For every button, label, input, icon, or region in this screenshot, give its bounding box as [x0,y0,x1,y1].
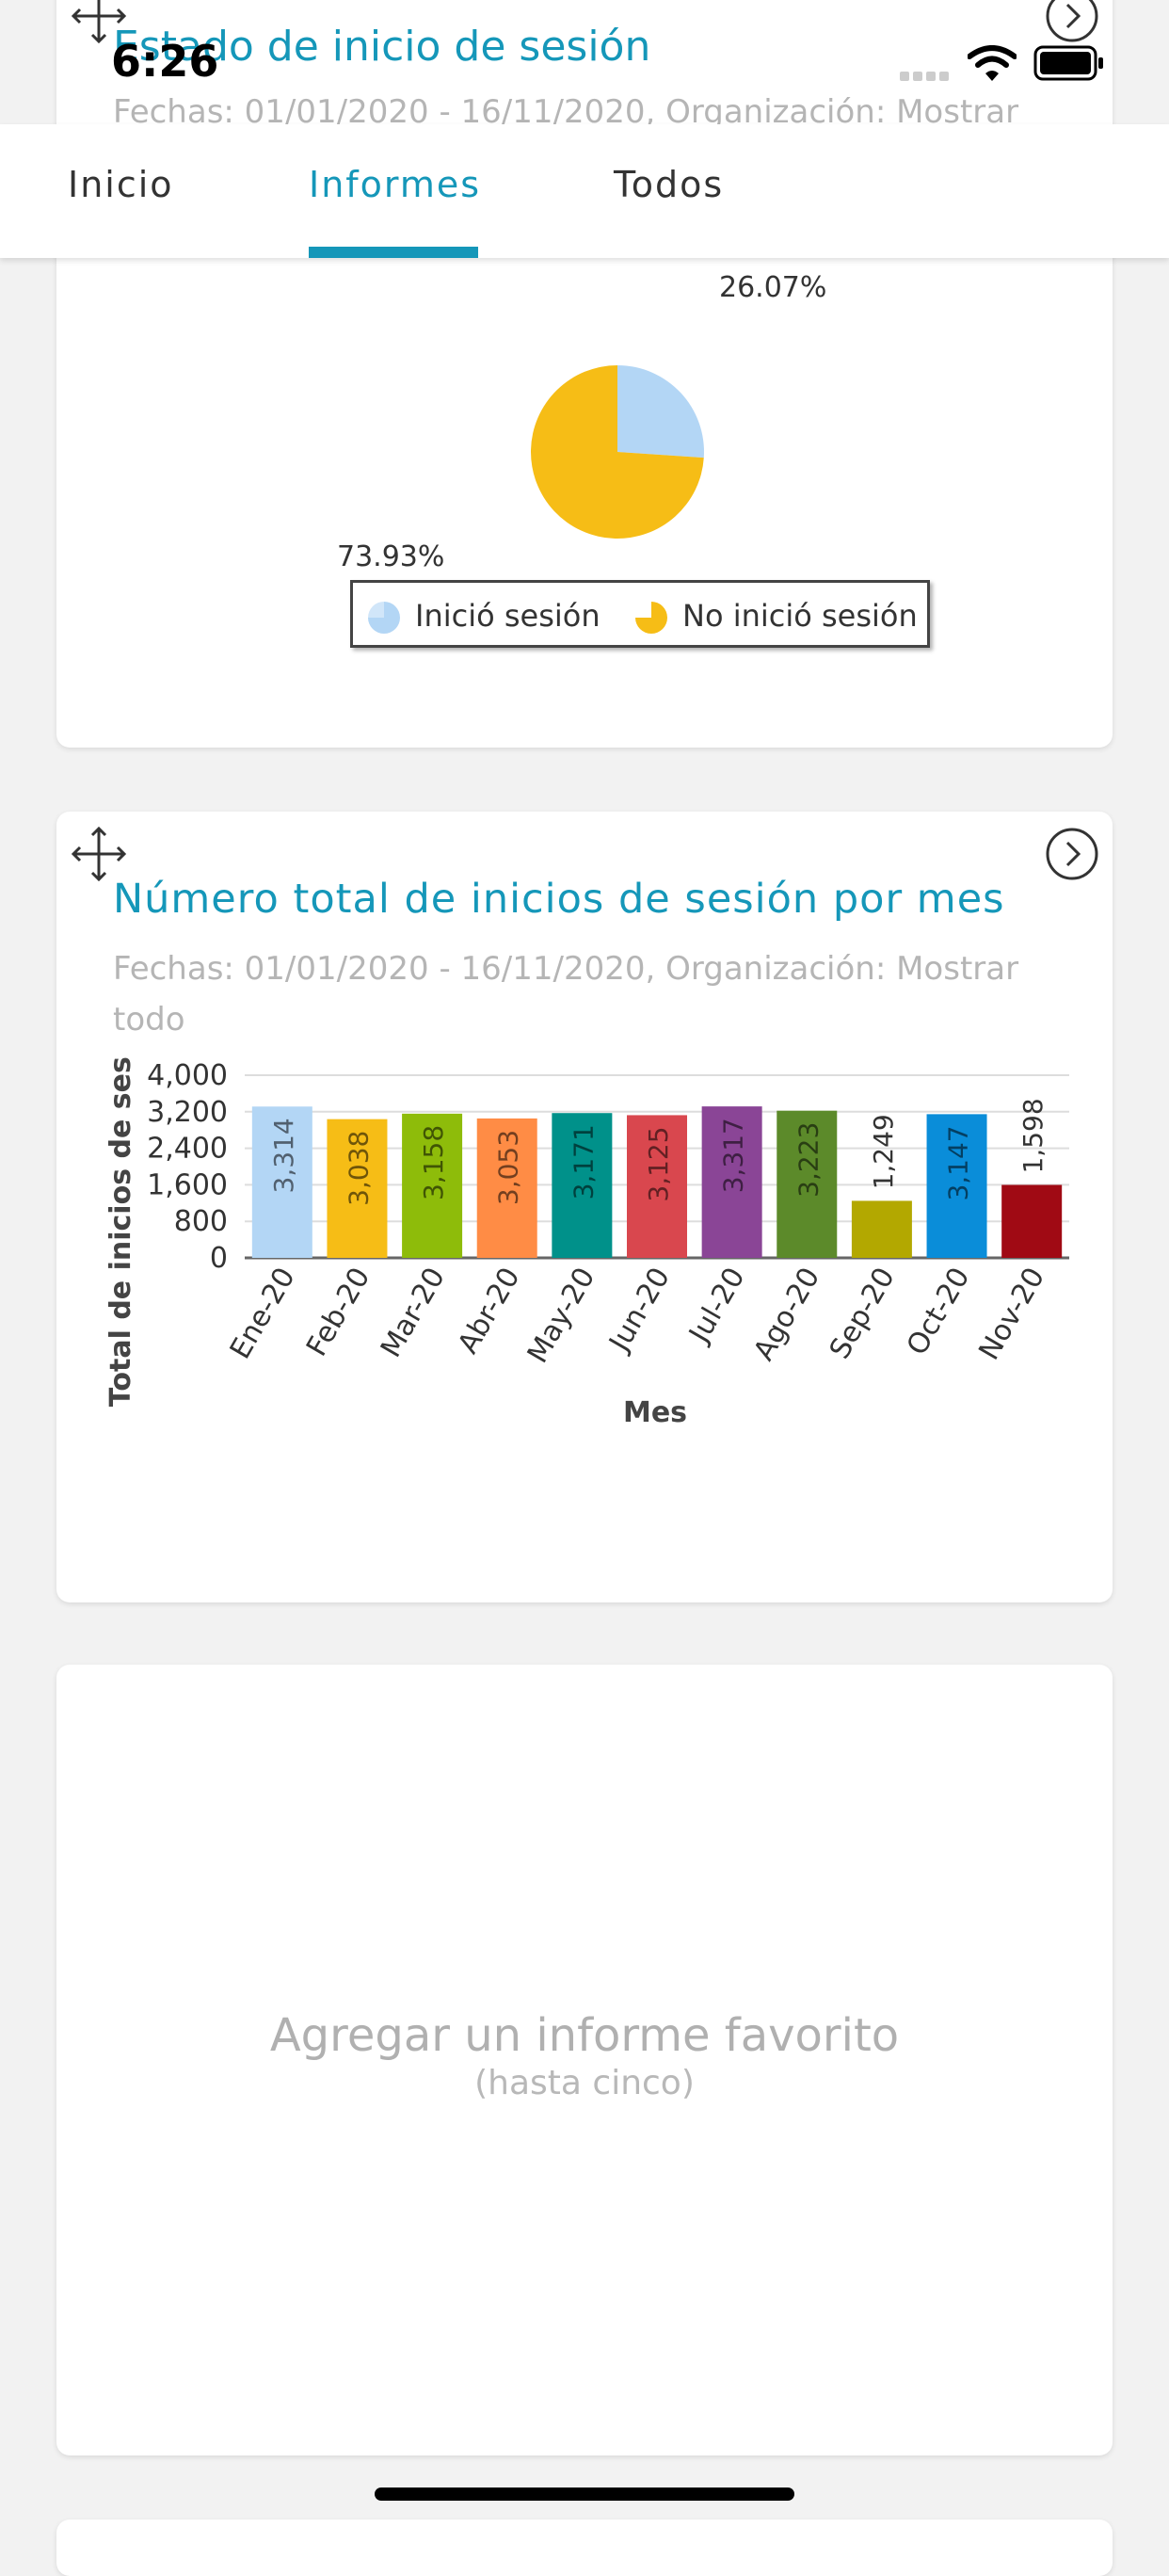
card-subtitle: Fechas: 01/01/2020 - 16/11/2020, Organiz… [113,943,1054,1045]
bar-value-label: 3,147 [943,1125,974,1200]
pie-label-logged-in: 26.07% [719,271,827,304]
y-tick-label: 1,600 [147,1168,228,1201]
tab-todos[interactable]: Todos [614,164,725,205]
pie-slice [617,365,704,459]
bar [402,1113,463,1258]
x-tick-label: Mar-20 [375,1263,452,1363]
x-tick-label: Jun-20 [602,1263,677,1359]
bar [701,1106,762,1258]
bar [327,1119,388,1258]
bar [627,1115,687,1258]
x-tick-label: Oct-20 [901,1263,977,1361]
y-tick-label: 3,200 [147,1096,228,1129]
y-axis-title: Total de inicios de sesión [104,1056,137,1407]
bar-value-label: 3,223 [793,1122,824,1198]
card-subtitle-line: Fechas: 01/01/2020 - 16/11/2020, Organiz… [113,950,1019,988]
chevron-right-circle-icon[interactable] [1045,827,1099,881]
bar-value-label: 3,158 [418,1125,449,1200]
tab-inicio[interactable]: Inicio [68,164,174,205]
pie-label-not-logged-in: 73.93% [337,540,445,573]
bar [777,1110,838,1258]
x-tick-label: Ene-20 [224,1263,302,1365]
card-title: Estado de inicio de sesión [113,23,651,71]
x-tick-label: Nov-20 [972,1263,1051,1366]
add-favorite-title: Agregar un informe favorito [269,2009,900,2062]
legend-item-logged-in: Inició sesión [415,598,601,634]
bar [1001,1184,1063,1258]
chevron-right-circle-icon[interactable] [1045,0,1099,43]
pie-slice [531,365,704,539]
battery-icon [1033,45,1103,81]
bar [251,1106,312,1258]
legend-item-not-logged-in: No inició sesión [682,598,918,634]
bar-value-label: 1,598 [1017,1098,1049,1173]
bar-value-label: 1,249 [868,1114,899,1189]
bar-value-label: 3,314 [268,1118,299,1193]
wifi-icon [968,45,1017,81]
bar-value-label: 3,171 [568,1124,599,1199]
x-axis-title: Mes [623,1396,687,1429]
status-bar: 6:26 [0,0,1169,124]
bar [476,1118,537,1258]
card-title: Número total de inicios de sesión por me… [113,876,1005,923]
tab-informes[interactable]: Informes [309,164,482,205]
status-time: 6:26 [111,36,219,87]
active-tab-indicator [309,247,478,258]
pie-legend: Inició sesión No inició sesión [350,580,930,648]
bar [552,1113,613,1258]
next-card [56,2520,1113,2576]
pie-chart [531,365,704,539]
y-tick-label: 0 [210,1242,228,1275]
x-tick-label: Ago-20 [747,1263,826,1367]
add-favorite-subtitle: (hasta cinco) [474,2064,695,2102]
x-tick-label: Abr-20 [452,1263,527,1360]
y-tick-label: 4,000 [147,1059,228,1092]
pie-legend-icon [368,602,400,634]
y-tick-label: 800 [174,1205,228,1238]
card-subtitle-line: todo [113,1001,185,1038]
move-icon[interactable] [70,825,128,883]
add-favorite-card[interactable]: Agregar un informe favorito (hasta cinco… [56,1665,1113,2455]
bar-value-label: 3,053 [493,1130,524,1205]
monthly-logins-card: Número total de inicios de sesión por me… [56,812,1113,1602]
bar [851,1200,912,1258]
signal-icon [900,72,949,81]
bar [926,1114,987,1258]
y-tick-label: 2,400 [147,1133,228,1166]
pie-legend-icon [635,602,667,634]
x-tick-label: Jul-20 [682,1263,752,1350]
move-icon[interactable] [70,0,128,45]
x-tick-label: Feb-20 [300,1263,376,1362]
home-indicator [375,2487,794,2501]
tab-bar: Inicio Informes Todos [0,124,1169,258]
x-tick-label: Sep-20 [824,1263,902,1365]
bar-value-label: 3,317 [718,1118,749,1193]
bar-value-label: 3,038 [343,1131,374,1206]
bar-value-label: 3,125 [643,1126,674,1201]
x-tick-label: May-20 [521,1263,602,1369]
